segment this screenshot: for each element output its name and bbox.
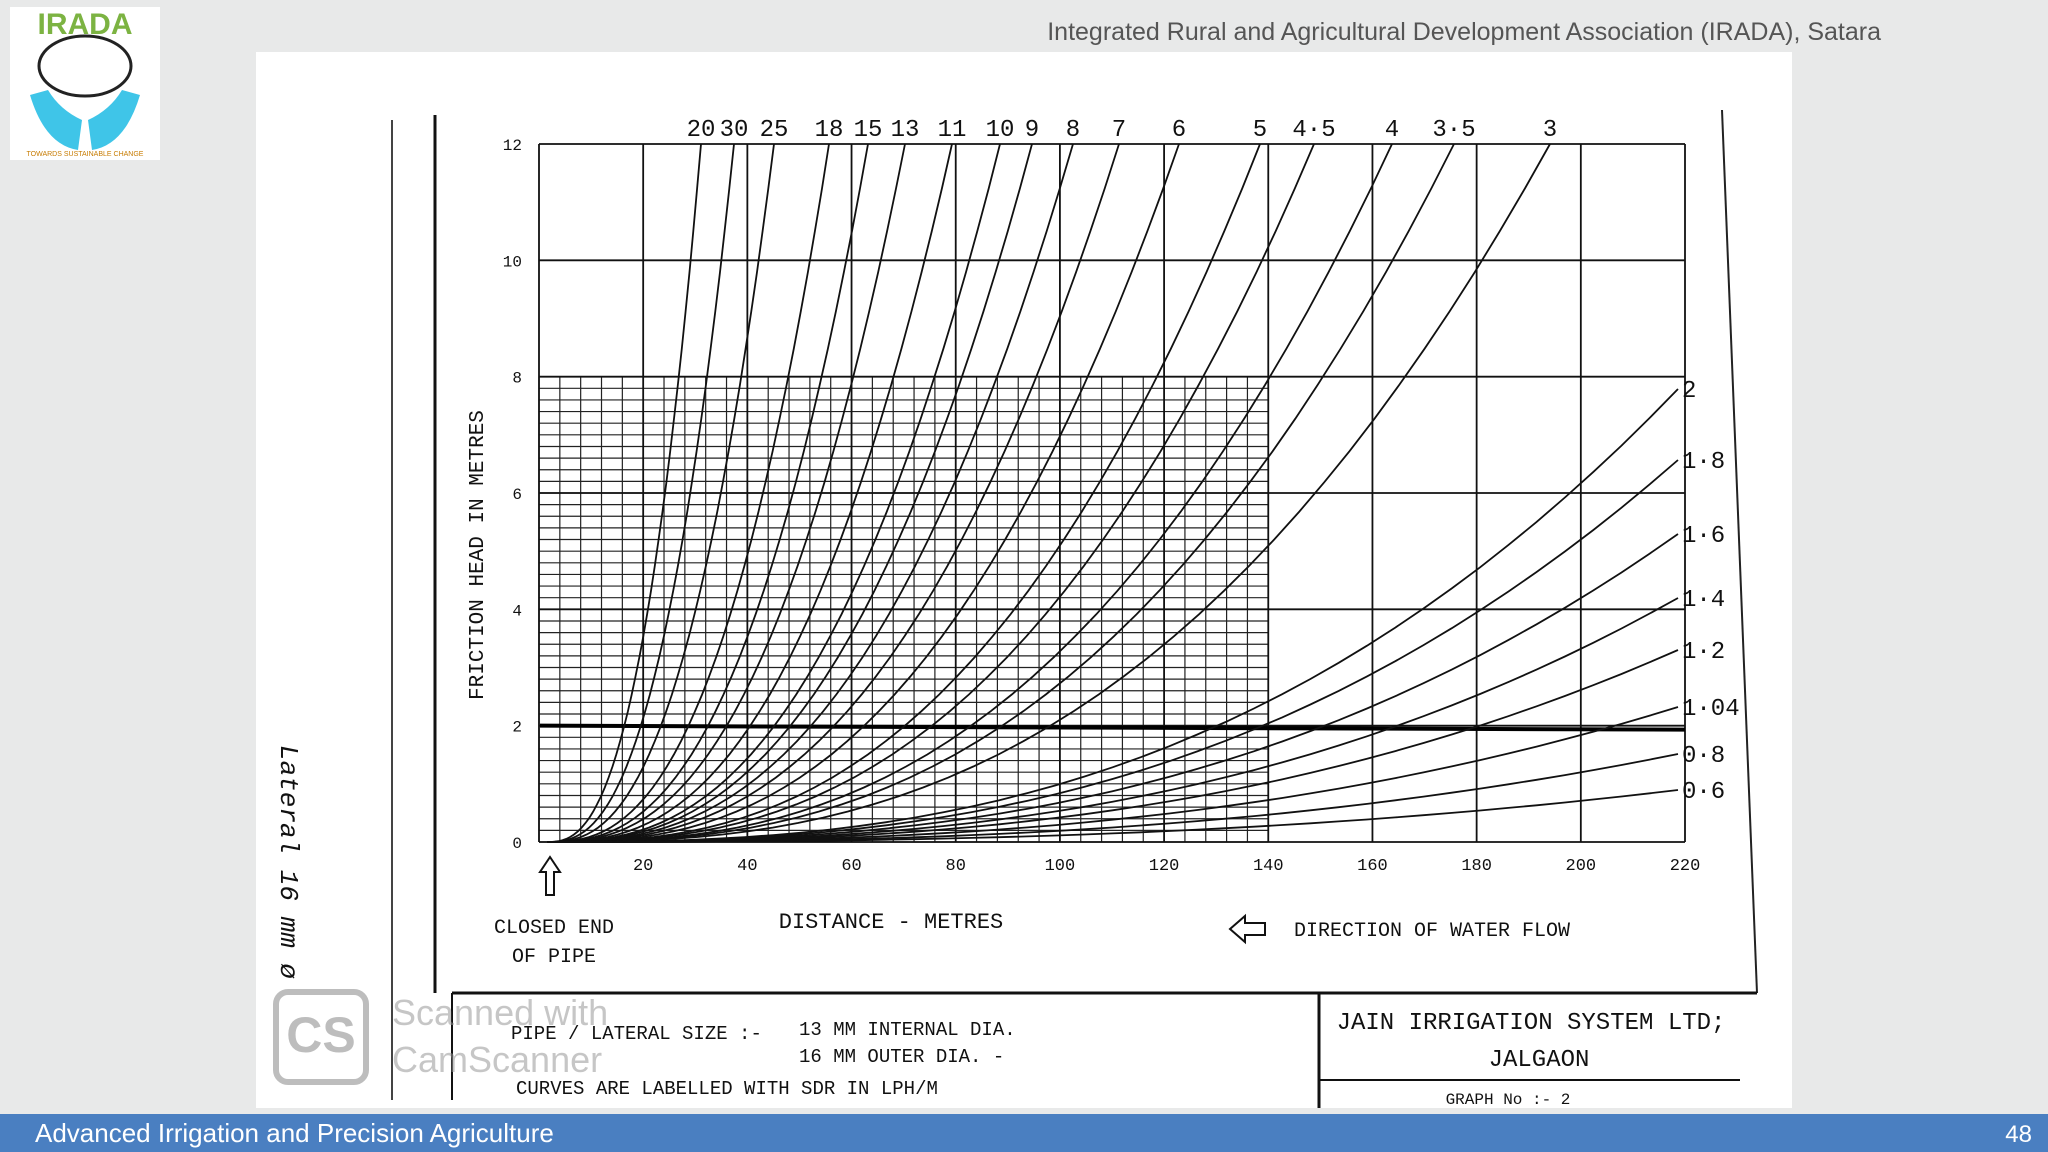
curve xyxy=(547,143,735,843)
watermark-line1: Scanned with xyxy=(392,992,608,1033)
curve-label: 1·04 xyxy=(1682,696,1740,723)
frame-right xyxy=(1721,109,1758,994)
curve-label: 18 xyxy=(815,117,844,144)
watermark: CS Scanned with CamScanner xyxy=(273,989,608,1085)
curve xyxy=(547,143,1455,843)
up-arrow xyxy=(538,855,562,896)
pipe-size-label: PIPE / LATERAL SIZE :- xyxy=(511,1023,762,1045)
curve xyxy=(547,143,906,843)
x-tick-label: 60 xyxy=(841,857,861,876)
x-axis-label: DISTANCE - METRES xyxy=(779,910,1003,935)
curve xyxy=(547,143,702,843)
watermark-logo: CS xyxy=(286,1007,355,1063)
curve xyxy=(547,143,869,843)
curve xyxy=(547,789,1679,843)
curve-label: 11 xyxy=(938,117,967,144)
curve xyxy=(547,143,1180,843)
internal-dia: 13 MM INTERNAL DIA. xyxy=(799,1019,1016,1041)
curve-label: 25 xyxy=(760,117,789,144)
y-tick-label: 12 xyxy=(503,137,522,155)
y-tick-label: 2 xyxy=(512,719,522,737)
x-tick-label: 160 xyxy=(1357,857,1388,876)
closed-end-1: CLOSED END xyxy=(494,917,614,940)
watermark-box xyxy=(273,989,369,1085)
y-axis-label: FRICTION HEAD IN METRES xyxy=(467,410,490,700)
curve-label: 6 xyxy=(1172,117,1186,144)
logo: IRADA TOWARDS SUSTAINABLE CHANGE xyxy=(10,7,160,160)
logo-hands xyxy=(30,90,140,150)
x-tick-label: 200 xyxy=(1566,857,1597,876)
x-tick-label: 100 xyxy=(1045,857,1076,876)
x-tick-label: 140 xyxy=(1253,857,1284,876)
curve-label: 4·5 xyxy=(1292,117,1335,144)
curve-label: 13 xyxy=(891,117,920,144)
curve-label: 7 xyxy=(1112,117,1126,144)
curve-label: 2 xyxy=(1682,378,1696,405)
left-arrow xyxy=(1228,913,1266,945)
x-tick-label: 80 xyxy=(946,857,966,876)
paper xyxy=(256,52,1792,1108)
curve xyxy=(547,143,1315,843)
header-title: Integrated Rural and Agricultural Develo… xyxy=(1047,18,1881,46)
curve xyxy=(547,143,1261,843)
city: JALGAON xyxy=(1489,1047,1590,1074)
head-line xyxy=(539,723,1686,732)
curve-label: 15 xyxy=(854,117,883,144)
y-tick-label: 4 xyxy=(512,602,522,620)
curve xyxy=(547,143,953,843)
curve-label: 30 xyxy=(720,117,749,144)
x-tick-label: 120 xyxy=(1149,857,1180,876)
footer-title: Advanced Irrigation and Precision Agricu… xyxy=(35,1118,554,1148)
curves-note: CURVES ARE LABELLED WITH SDR IN LPH/M xyxy=(516,1078,938,1100)
side-note: Lateral 16 mm ø xyxy=(273,745,303,979)
logo-ring xyxy=(37,34,133,98)
curve xyxy=(547,143,1120,843)
logo-tagline: TOWARDS SUSTAINABLE CHANGE xyxy=(27,151,144,158)
curve xyxy=(547,143,1033,843)
footer-bar xyxy=(0,1114,2048,1152)
y-tick-label: 8 xyxy=(512,370,522,388)
curve-label: 9 xyxy=(1025,117,1039,144)
curve-label: 1·8 xyxy=(1682,449,1725,476)
company: JAIN IRRIGATION SYSTEM LTD; xyxy=(1337,1010,1726,1037)
curve-label: 0·8 xyxy=(1682,743,1725,770)
curve xyxy=(547,143,1393,843)
curve-label: 10 xyxy=(986,117,1015,144)
x-tick-label: 20 xyxy=(633,857,653,876)
curve-label: 8 xyxy=(1066,117,1080,144)
closed-end-2: OF PIPE xyxy=(512,946,596,969)
curve-label: 1·2 xyxy=(1682,639,1725,666)
curve-label: 0·6 xyxy=(1682,779,1725,806)
curve xyxy=(547,143,775,843)
curve xyxy=(547,143,1074,843)
curve-label: 20 xyxy=(687,117,716,144)
outer-dia: 16 MM OUTER DIA. - xyxy=(799,1046,1004,1068)
graph-no: GRAPH No :- 2 xyxy=(1446,1091,1571,1109)
curve xyxy=(547,143,830,843)
y-tick-label: 0 xyxy=(512,835,522,853)
curve xyxy=(547,143,1551,843)
curve-label: 5 xyxy=(1253,117,1267,144)
curve-label: 4 xyxy=(1385,117,1399,144)
x-tick-label: 220 xyxy=(1670,857,1701,876)
flow-direction: DIRECTION OF WATER FLOW xyxy=(1294,920,1570,943)
y-tick-label: 10 xyxy=(503,253,522,271)
curve-label: 1·4 xyxy=(1682,587,1725,614)
y-tick-label: 6 xyxy=(512,486,522,504)
page-number: 48 xyxy=(2005,1121,2032,1148)
curve-label: 3·5 xyxy=(1432,117,1475,144)
x-tick-label: 40 xyxy=(737,857,757,876)
curve-label: 1·6 xyxy=(1682,523,1725,550)
curve-label: 3 xyxy=(1543,117,1557,144)
watermark-line2: CamScanner xyxy=(392,1039,602,1080)
x-tick-label: 180 xyxy=(1461,857,1492,876)
curve xyxy=(547,143,1001,843)
